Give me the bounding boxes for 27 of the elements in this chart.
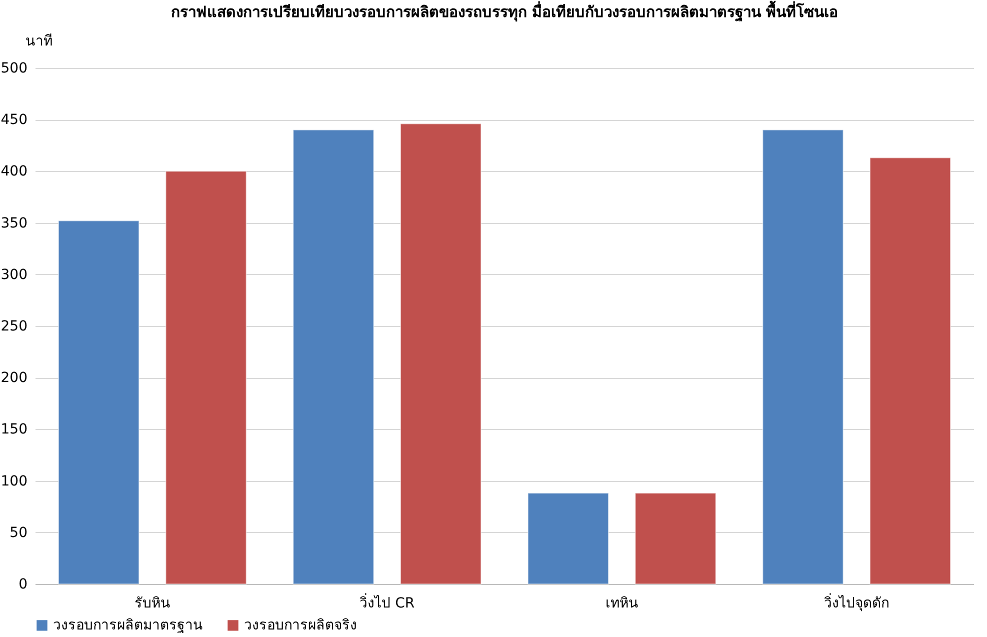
y-tick-label: 0 xyxy=(18,576,28,592)
y-tick-label: 250 xyxy=(0,318,28,334)
bar xyxy=(527,492,609,584)
bar xyxy=(870,157,952,584)
y-tick-label: 100 xyxy=(0,473,28,490)
y-tick-label: 150 xyxy=(0,422,28,438)
y-tick-label: 450 xyxy=(0,112,28,128)
y-axis-title: นาที xyxy=(26,34,52,50)
bar xyxy=(634,492,716,584)
y-tick-label: 400 xyxy=(0,164,28,180)
bar xyxy=(400,123,482,584)
y-tick-label: 200 xyxy=(0,370,28,386)
bar xyxy=(762,129,844,584)
legend-label: วงรอบการผลิตมาตรฐาน xyxy=(53,617,203,634)
chart-title: กราฟแสดงการเปรียบเทียบวงรอบการผลิตของรถบรรทุก มื่อเทียบกับวงรอบการผลิตมาตรฐาน พื้นที่โซนเอ xyxy=(170,0,838,22)
y-tick-label: 500 xyxy=(0,60,28,76)
x-tick-label: วิ่งไปจุดดัก xyxy=(824,594,890,612)
legend-label: วงรอบการผลิตจริง xyxy=(244,617,357,634)
bar xyxy=(58,220,140,584)
bar xyxy=(292,129,374,584)
bar xyxy=(165,170,247,584)
x-tick-label: วิ่งไป CR xyxy=(360,594,415,612)
x-tick-label: เทหิน xyxy=(605,596,638,612)
y-tick-label: 350 xyxy=(0,215,28,232)
y-tick-label: 300 xyxy=(0,266,28,283)
y-tick-label: 50 xyxy=(10,524,28,541)
x-tick-label: รับหิน xyxy=(134,596,170,612)
